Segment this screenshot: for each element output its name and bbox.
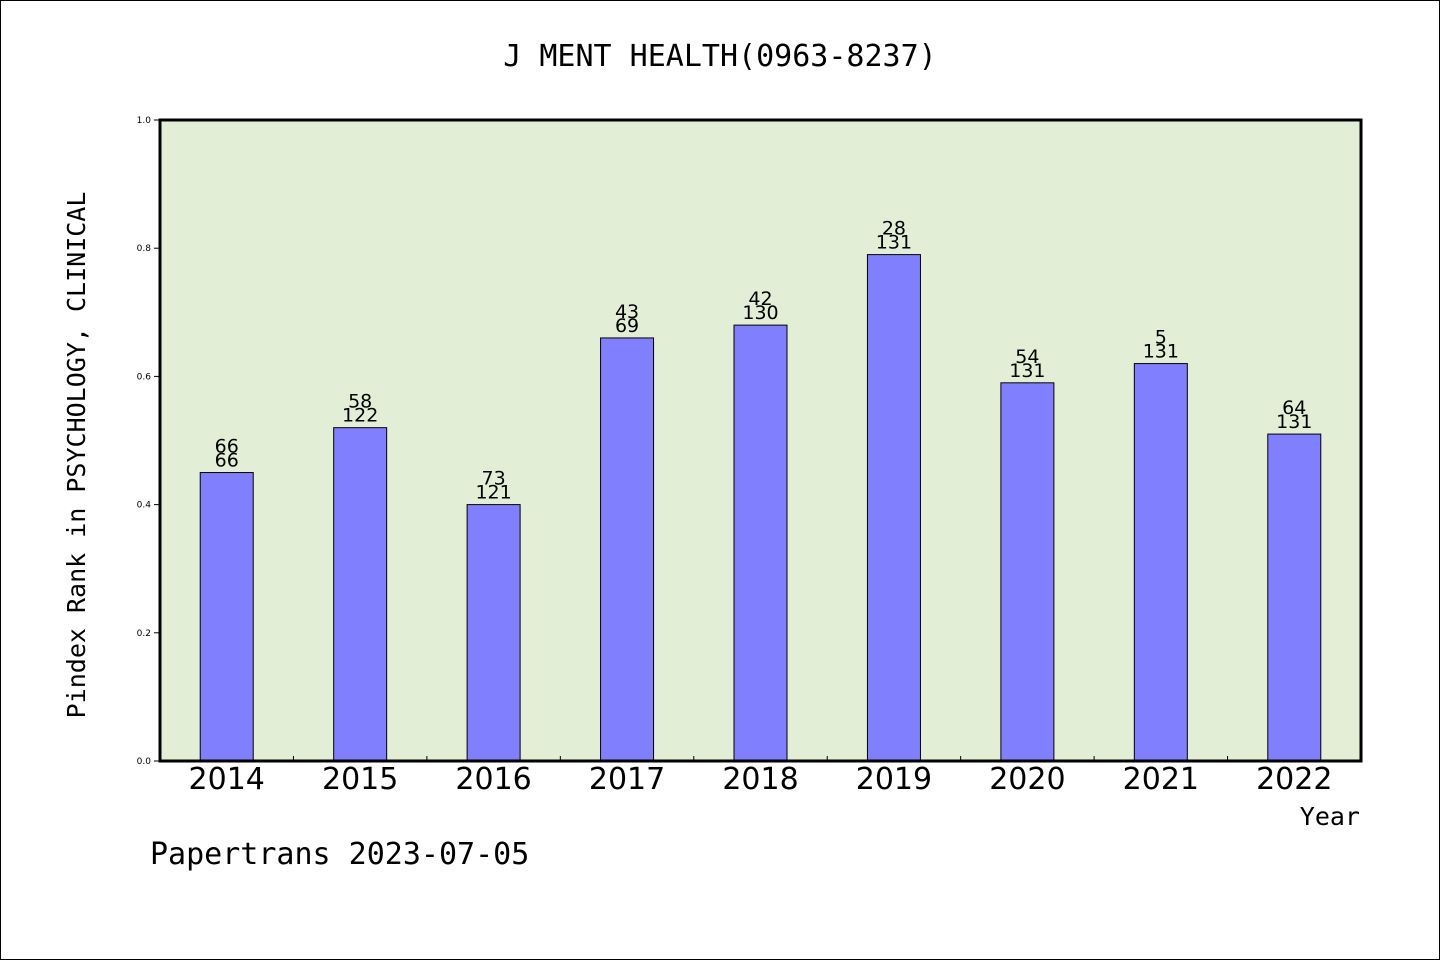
bar-2020 (1000, 382, 1055, 762)
bar-label-bottom: 121 (475, 482, 511, 504)
bar-label-bottom: 69 (615, 315, 639, 337)
bar-label-top: 66 (215, 436, 239, 458)
x-tick-label: 2018 (722, 762, 798, 797)
bar-label-top: 64 (1282, 397, 1306, 419)
x-tick-label: 2015 (322, 762, 398, 797)
bar-2019 (866, 254, 921, 762)
x-tick-label: 2022 (1256, 762, 1332, 797)
bar-label-bottom: 131 (1009, 360, 1045, 382)
bar-label-bottom: 131 (1276, 411, 1312, 433)
chart-title: J MENT HEALTH(0963-8237) (503, 39, 936, 74)
y-tick-label: 0.4 (137, 501, 152, 511)
bar-label-bottom: 131 (1143, 341, 1179, 363)
y-axis: 0.0 0.2 0.4 0.6 0.8 1.0 (137, 116, 160, 767)
y-tick-label: 0.0 (137, 757, 152, 767)
bar-2014 (199, 472, 254, 762)
bar-labels-layer: 6666581227312143694213028131541315131641… (215, 218, 1313, 504)
x-axis-label: Year (1300, 802, 1360, 831)
bar-label-top: 42 (748, 288, 772, 310)
y-tick-label: 1.0 (137, 116, 152, 126)
bar-label-top: 58 (348, 391, 372, 413)
bar-label-top: 43 (615, 301, 639, 323)
bar-label-top: 73 (482, 468, 506, 490)
bars-layer (199, 254, 1322, 762)
bar-label-bottom: 131 (876, 232, 912, 254)
footer-credit: Papertrans 2023-07-05 (150, 837, 529, 872)
x-axis: 2014 2015 2016 2017 2018 2019 2020 2021 2022 (189, 756, 1332, 797)
bar-label-bottom: 130 (742, 302, 778, 324)
x-tick-label: 2014 (189, 762, 265, 797)
x-tick-label: 2017 (589, 762, 665, 797)
bar-2022 (1267, 433, 1322, 762)
bar-2021 (1133, 363, 1188, 762)
bar-2018 (733, 324, 788, 762)
x-tick-label: 2020 (989, 762, 1065, 797)
plot-border (158, 118, 1363, 763)
bar-2016 (466, 504, 521, 762)
bar-label-top: 5 (1155, 327, 1167, 349)
bar-label-bottom: 122 (342, 405, 378, 427)
y-tick-label: 0.8 (137, 244, 152, 254)
bar-2017 (600, 337, 655, 762)
y-axis-label: Pindex Rank in PSYCHOLOGY, CLINICAL (62, 192, 91, 719)
x-tick-label: 2021 (1123, 762, 1199, 797)
y-tick-label: 0.2 (137, 629, 151, 639)
x-tick-label: 2016 (455, 762, 531, 797)
x-tick-label: 2019 (856, 762, 932, 797)
y-tick-label: 0.6 (137, 372, 152, 382)
bar-label-top: 54 (1015, 346, 1039, 368)
bar-label-bottom: 66 (215, 450, 239, 472)
bar-label-top: 28 (882, 218, 906, 240)
bar-2015 (333, 427, 388, 762)
